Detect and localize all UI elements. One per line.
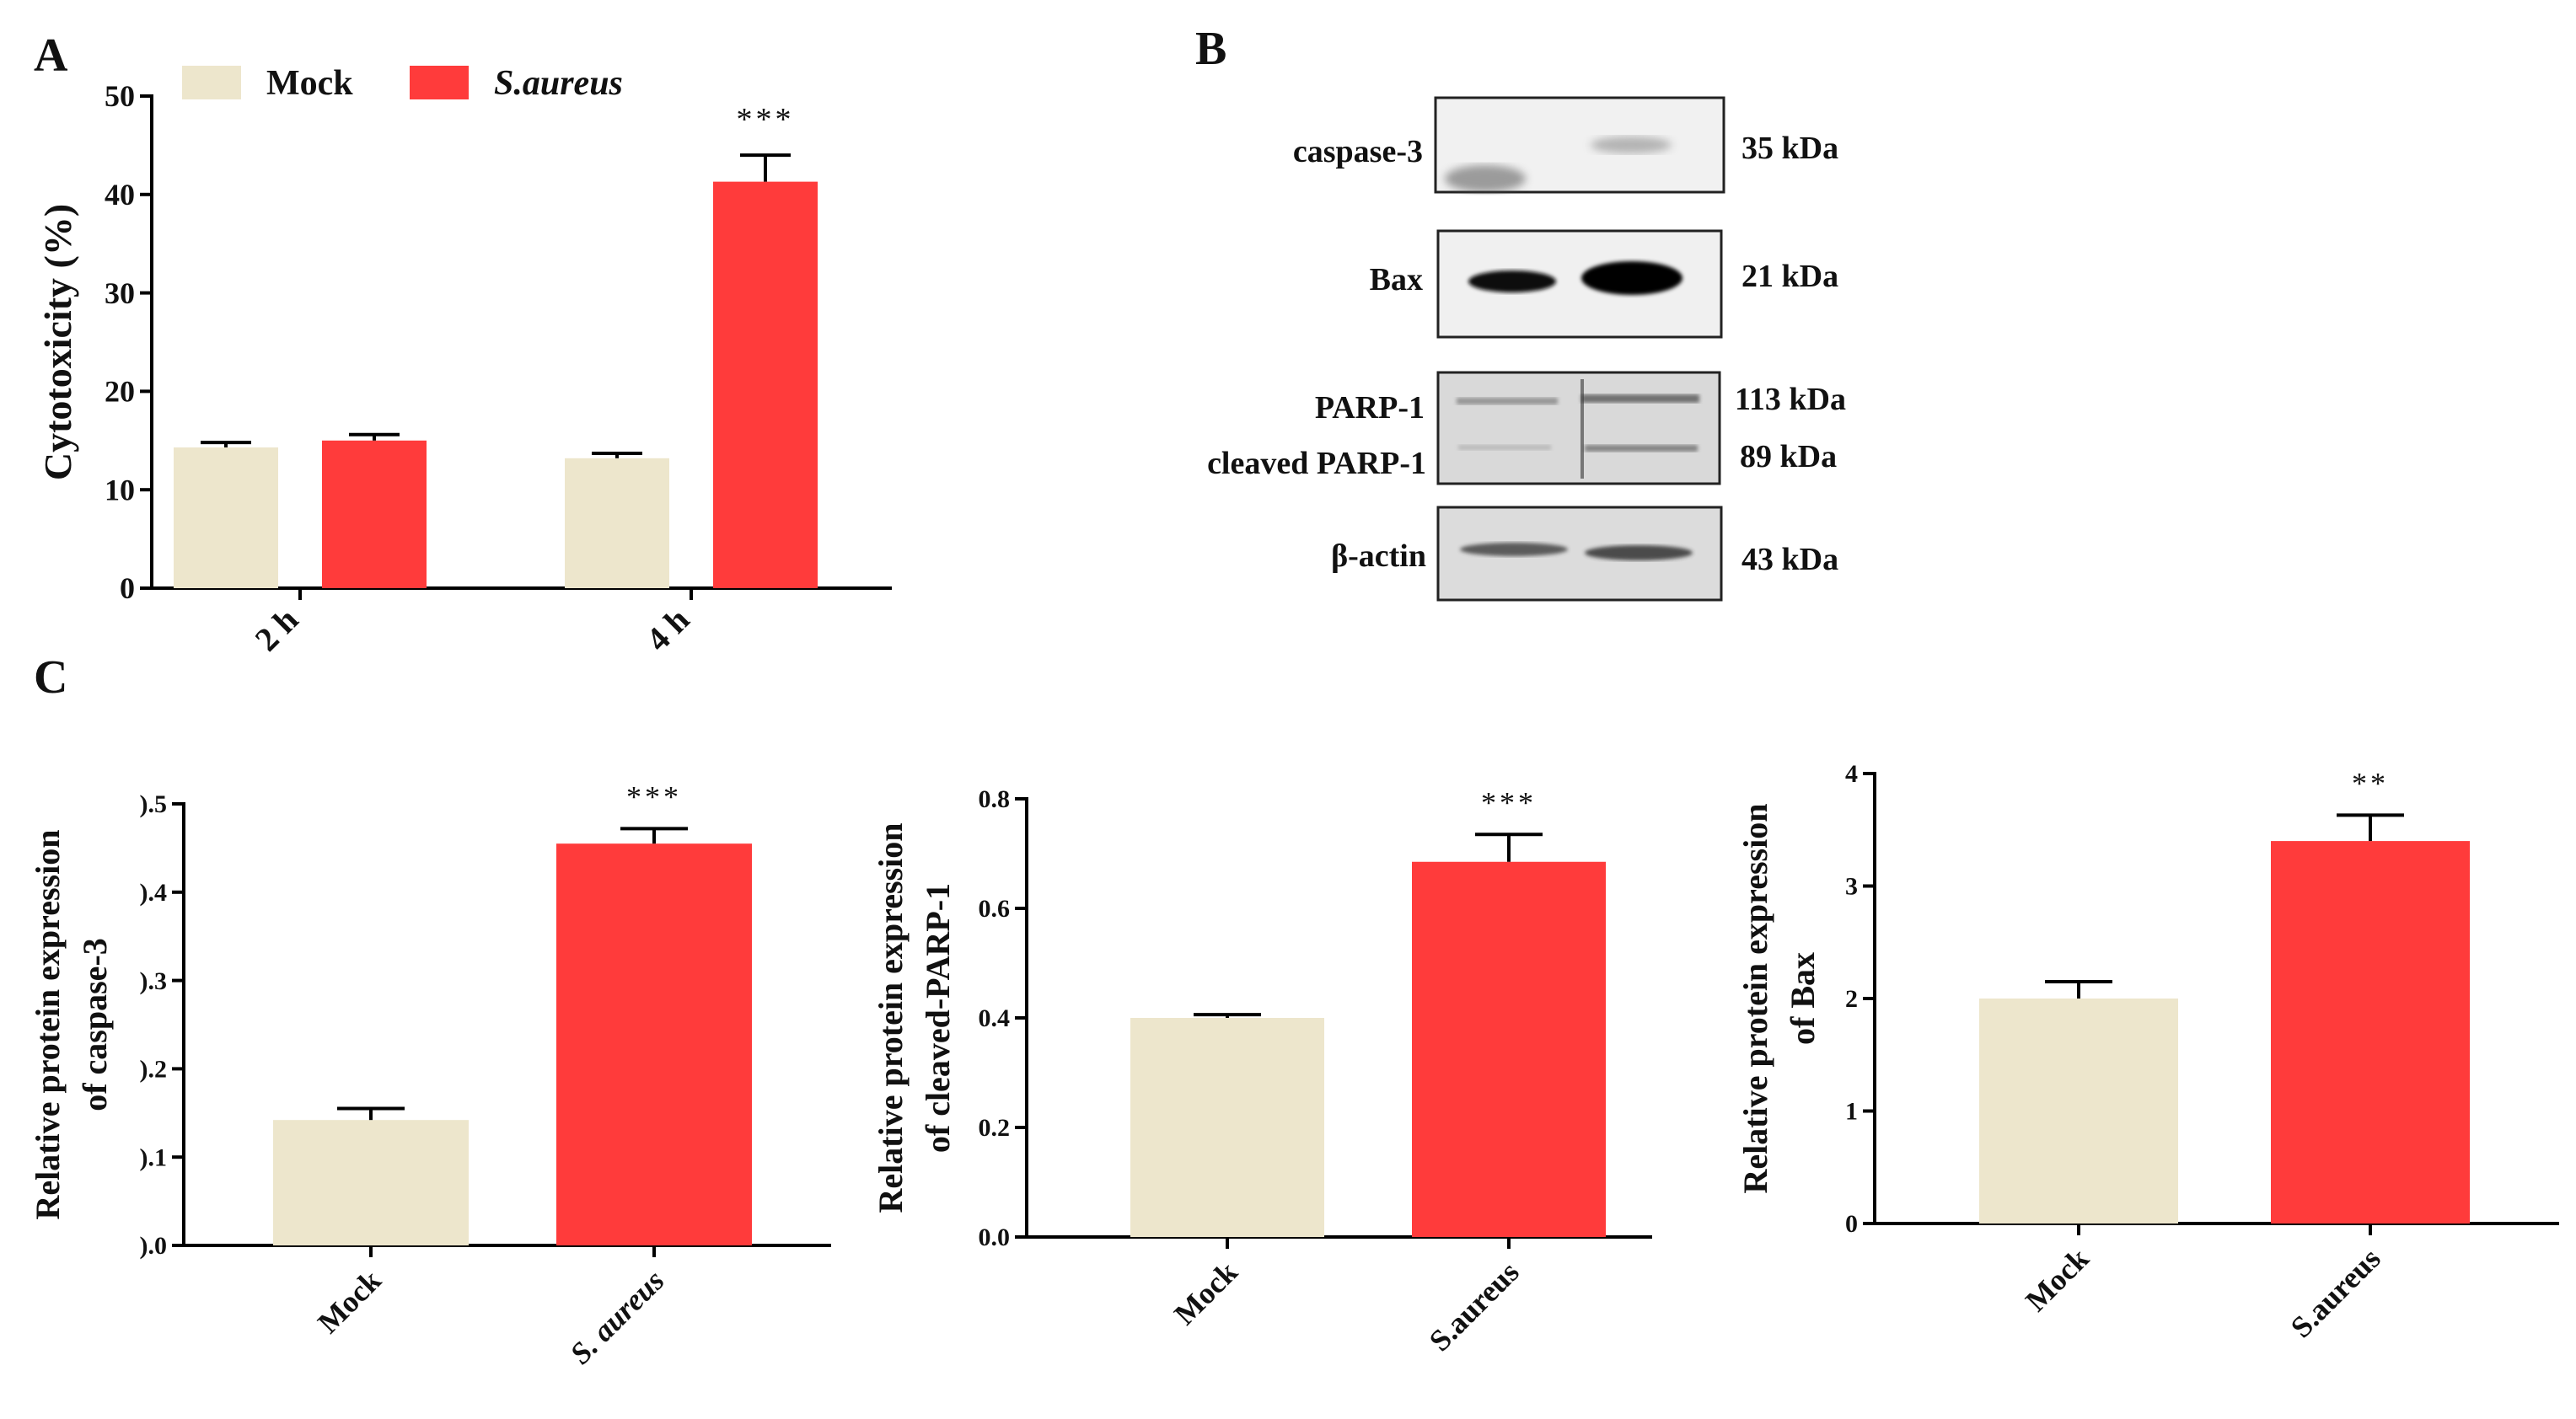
y-tick-label: 1 xyxy=(1845,1098,1858,1126)
x-tick-label: Mock xyxy=(2019,1241,2095,1317)
legend-swatch-mock xyxy=(182,66,241,99)
blot-band-caspase3-mock xyxy=(1445,165,1526,192)
blot-band-bax-mock xyxy=(1468,270,1556,292)
blot-label-bax: Bax xyxy=(1370,262,1423,297)
significance-label: *** xyxy=(626,779,682,813)
panel-label-c: C xyxy=(34,651,67,704)
bar-mock-2h xyxy=(174,447,278,588)
x-tick-label: S. aureus xyxy=(563,1263,670,1370)
blot-label-cleaved-parp1: cleaved PARP-1 xyxy=(1207,446,1426,481)
x-tick-label: Mock xyxy=(311,1263,387,1339)
blot-streak xyxy=(1580,379,1584,479)
western-blot-panel: caspase-3 Bax PARP-1 cleaved PARP-1 β-ac… xyxy=(1207,96,1846,602)
y-tick-label: 40 xyxy=(105,178,135,212)
y-tick-label: 50 xyxy=(105,79,135,113)
panel-label-b: B xyxy=(1195,23,1226,75)
y-axis-label-line1: Relative protein expression xyxy=(872,823,910,1213)
x-tick-label: S.aureus xyxy=(1423,1255,1526,1357)
y-axis-label-line2: of Bax xyxy=(1784,952,1822,1045)
blot-band-actin-saureus xyxy=(1585,545,1693,560)
blot-kda-cleaved-parp1: 89 kDa xyxy=(1740,439,1837,474)
y-tick-label: ).0 xyxy=(140,1232,168,1260)
y-tick-label: ).4 xyxy=(140,879,168,907)
blot-label-caspase3: caspase-3 xyxy=(1293,134,1423,169)
y-tick-label: ).3 xyxy=(140,967,168,995)
blot-frame-parp1 xyxy=(1436,371,1721,485)
significance-label: *** xyxy=(1481,785,1537,819)
y-axis-label-line1: Relative protein expression xyxy=(29,830,67,1220)
blot-kda-actin: 43 kDa xyxy=(1741,542,1838,577)
blot-band-parp1-mock xyxy=(1457,398,1558,404)
bar-saureus xyxy=(1412,861,1606,1237)
y-tick-label: 0.0 xyxy=(979,1224,1011,1251)
y-tick-label: 0 xyxy=(120,571,135,605)
y-tick-label: 2 xyxy=(1845,985,1858,1013)
chart-caspase3: ).0 ).1 ).2 ).3 ).4 ).5 Mock S. aureus *** Relati… xyxy=(29,779,831,1371)
chart-bax: 0 1 2 3 4 Mock S.aureus ** Relative protein expr… xyxy=(1736,760,2559,1344)
y-tick-label: 10 xyxy=(105,473,135,506)
significance-label: ** xyxy=(2352,766,2389,800)
blot-band-bax-saureus xyxy=(1581,261,1682,295)
blot-label-actin: β-actin xyxy=(1331,538,1426,574)
y-axis-label-line2: of caspase-3 xyxy=(76,938,114,1111)
chart-cytotoxicity: 0 10 20 30 40 50 2 h 4 h *** Cytotoxicity (%) Mock… xyxy=(36,64,892,658)
x-tick-label: 2 h xyxy=(248,601,306,659)
y-tick-label: 20 xyxy=(105,375,135,409)
y-tick-label: 3 xyxy=(1845,873,1858,901)
bar-mock xyxy=(273,1120,469,1245)
y-tick-label: 4 xyxy=(1845,760,1858,788)
bar-saureus xyxy=(556,843,752,1245)
y-tick-label: ).1 xyxy=(140,1143,168,1171)
blot-band-actin-mock xyxy=(1460,543,1568,556)
bar-mock-4h xyxy=(565,458,669,588)
y-tick-label: 0.8 xyxy=(979,785,1011,813)
bar-mock xyxy=(1130,1018,1324,1237)
y-tick-label: 0.2 xyxy=(979,1114,1011,1142)
blot-band-cleaved-parp1-saureus xyxy=(1585,445,1698,452)
y-tick-label: ).5 xyxy=(140,790,168,818)
bar-saureus-4h xyxy=(713,181,818,588)
legend-label-saureus: S.aureus xyxy=(494,64,623,103)
blot-label-parp1: PARP-1 xyxy=(1315,390,1425,426)
blot-kda-bax: 21 kDa xyxy=(1741,259,1838,294)
y-tick-label: 0.6 xyxy=(979,895,1011,923)
x-tick-label: S.aureus xyxy=(2284,1241,2387,1344)
y-tick-label: 0 xyxy=(1845,1210,1858,1238)
legend-swatch-saureus xyxy=(410,66,469,99)
y-tick-label: ).2 xyxy=(140,1056,168,1084)
x-tick-label: Mock xyxy=(1167,1255,1243,1331)
blot-band-cleaved-parp1-mock xyxy=(1458,445,1551,450)
bar-saureus-2h xyxy=(322,440,427,588)
blot-band-parp1-saureus xyxy=(1581,394,1699,403)
y-axis-label-line2: of cleaved-PARP-1 xyxy=(919,883,957,1153)
bar-mock xyxy=(1979,999,2178,1224)
y-axis-label: Cytotoxicity (%) xyxy=(36,204,79,480)
blot-kda-parp1: 113 kDa xyxy=(1735,382,1846,417)
blot-band-caspase3-saureus xyxy=(1591,137,1672,153)
panel-label-a: A xyxy=(34,29,68,82)
blot-kda-caspase3: 35 kDa xyxy=(1741,131,1838,166)
y-tick-label: 0.4 xyxy=(979,1004,1011,1032)
chart-cleaved-parp1: 0.0 0.2 0.4 0.6 0.8 Mock S.aureus *** Relative p… xyxy=(872,785,1652,1357)
y-axis-label-line1: Relative protein expression xyxy=(1736,804,1774,1194)
bar-saureus xyxy=(2271,841,2470,1224)
x-tick-label: 4 h xyxy=(639,601,697,659)
legend-label-mock: Mock xyxy=(266,64,353,103)
y-tick-label: 30 xyxy=(105,276,135,310)
significance-label: *** xyxy=(737,102,795,137)
